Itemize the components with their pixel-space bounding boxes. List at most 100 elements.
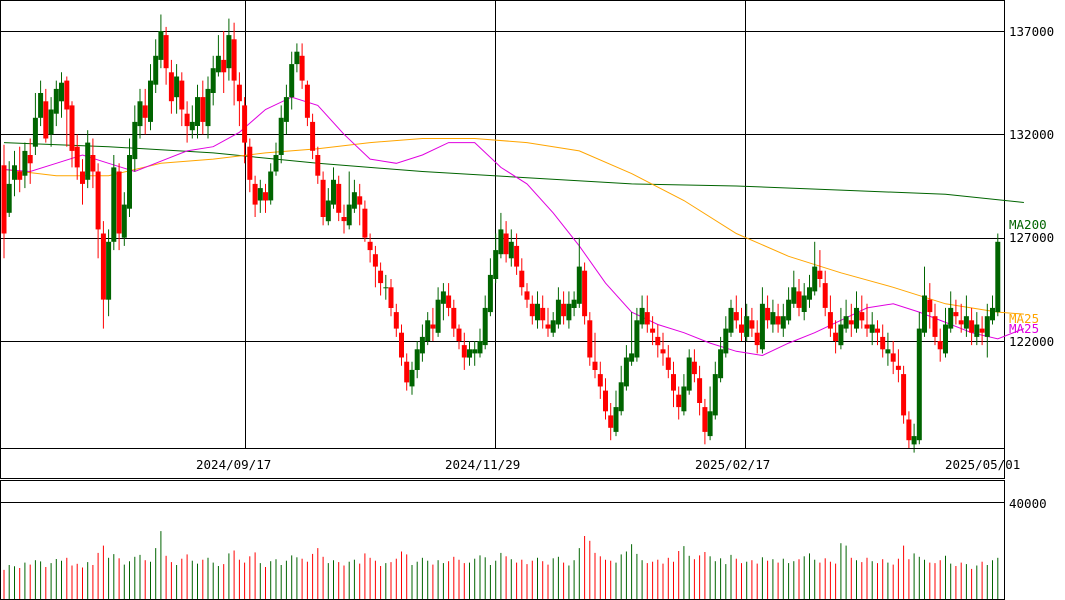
candle-body [529, 303, 535, 317]
candle-body [12, 165, 17, 180]
candle [304, 80, 310, 127]
candle-body [545, 324, 551, 329]
candle-body [848, 320, 854, 325]
candle [859, 295, 865, 329]
candle-body [702, 407, 708, 432]
candle-body [880, 336, 886, 350]
candle [691, 349, 697, 383]
candle [90, 138, 96, 189]
candle [880, 324, 886, 358]
candle [597, 361, 603, 399]
candle-body [383, 287, 389, 289]
candle [660, 332, 666, 366]
candle-body [451, 307, 457, 329]
candle-body [236, 84, 242, 102]
candle-body [399, 332, 404, 358]
candle-body [859, 312, 865, 321]
legend: MA200 MA25 MA25 [1009, 217, 1047, 336]
candle-body [561, 303, 567, 317]
candle-body [184, 113, 190, 127]
candle-body [571, 299, 577, 308]
candle-body [64, 80, 70, 110]
candle-body [59, 82, 64, 102]
candle [686, 349, 692, 395]
candle-body [294, 51, 300, 65]
candle [268, 163, 274, 205]
candle [477, 328, 483, 358]
candle [739, 307, 744, 341]
candle [367, 233, 373, 263]
candle [242, 97, 248, 164]
candle-body [299, 55, 305, 81]
price-grid [0, 0, 1005, 449]
candle-body [331, 179, 336, 205]
candle-body [770, 312, 776, 325]
candle-body [807, 287, 812, 300]
candle [759, 287, 765, 354]
candle [535, 291, 540, 329]
candle [681, 374, 687, 416]
candle [362, 200, 368, 242]
candle [325, 188, 331, 226]
candle-body [623, 357, 629, 387]
candle [231, 22, 237, 106]
candle-body [388, 287, 394, 308]
candle [503, 221, 509, 263]
candle [916, 312, 922, 445]
candle-body [273, 155, 279, 172]
candle-body [843, 316, 849, 329]
candle [801, 283, 807, 321]
candle-body [283, 97, 289, 122]
candle [189, 105, 195, 139]
candle-body [775, 316, 781, 325]
candle [665, 345, 671, 379]
candle-body [357, 196, 363, 205]
candle-body [257, 188, 263, 201]
candle [158, 14, 164, 69]
candle [38, 80, 44, 127]
candle [796, 279, 802, 317]
candle-body [948, 307, 954, 329]
candle [399, 324, 404, 366]
candle [1, 144, 7, 259]
candle-body [890, 353, 896, 362]
candle [472, 341, 478, 366]
candle [409, 361, 415, 395]
candle-body [22, 150, 28, 176]
candle [728, 299, 734, 337]
candle-body [90, 155, 96, 172]
candle-body [733, 312, 739, 321]
candle-body [875, 328, 880, 333]
candle [184, 101, 190, 143]
candle [74, 134, 80, 180]
candle-body [53, 88, 59, 114]
candle-body [48, 109, 54, 135]
candle-body [336, 183, 342, 213]
candle-body [310, 121, 316, 151]
candle [817, 250, 823, 288]
candle-body [974, 324, 980, 337]
candle-body [644, 312, 650, 325]
candle [498, 212, 504, 259]
candle-body [691, 361, 697, 375]
candle [948, 291, 954, 333]
candle [289, 51, 295, 110]
candle [744, 303, 750, 341]
candle-body [932, 316, 938, 337]
candle [775, 303, 781, 333]
candle [482, 295, 488, 350]
candle-body [718, 349, 724, 379]
candle [142, 88, 148, 135]
candle-body [367, 241, 373, 251]
candle [331, 167, 336, 209]
candle-body [519, 270, 525, 288]
candle [80, 159, 85, 205]
candle [749, 307, 755, 337]
candle [252, 175, 258, 217]
x-tick-label: 2025/02/17 [695, 457, 770, 472]
candle [132, 105, 138, 172]
candle-body [195, 97, 200, 126]
candle-body [289, 64, 295, 98]
candle [430, 307, 436, 341]
